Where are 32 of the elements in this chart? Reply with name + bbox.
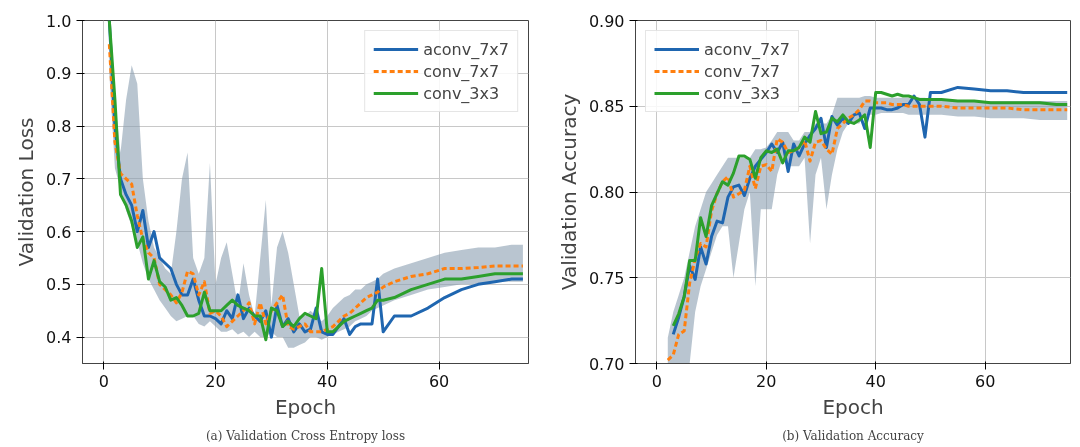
y-tick-label: 0.80 [588, 183, 625, 202]
x-tick-label: 0 [98, 371, 109, 391]
y-axis-title: Validation Accuracy [556, 93, 581, 291]
legend-label: conv_3x3 [423, 83, 500, 103]
y-tick-label: 0.5 [46, 275, 72, 295]
legend-label: conv_7x7 [704, 61, 781, 81]
y-tick-label: 0.4 [46, 328, 72, 348]
legend-label: aconv_7x7 [704, 39, 790, 59]
text: (a) Validation Cross Entropy loss [205, 428, 406, 443]
text: (b) Validation Accuracy [782, 428, 925, 443]
x-axis-title: Epoch [822, 394, 884, 419]
y-tick-label: 0.6 [46, 222, 72, 242]
x-tick-label: 40 [865, 371, 886, 391]
x-tick-label: 20 [756, 371, 777, 391]
y-tick-label: 1.0 [46, 11, 72, 31]
x-tick-label: 60 [428, 371, 450, 391]
x-tick-label: 20 [205, 371, 226, 391]
x-axis-title: Epoch [274, 394, 337, 419]
y-tick-label: 0.8 [46, 117, 72, 137]
y-axis-title: Validation Loss [14, 117, 39, 267]
y-tick-label: 0.75 [588, 268, 625, 288]
y-tick-label: 0.7 [46, 169, 72, 189]
legend-label: conv_7x7 [423, 61, 500, 81]
x-tick-label: 0 [651, 371, 662, 391]
y-tick-label: 0.85 [588, 97, 625, 117]
legend-label: aconv_7x7 [423, 39, 509, 59]
legend-label: conv_3x3 [704, 83, 781, 103]
y-tick-label: 0.9 [46, 64, 72, 84]
y-tick-label: 0.70 [588, 354, 625, 374]
x-tick-label: 40 [317, 371, 338, 391]
y-tick-label: 0.90 [588, 11, 625, 31]
x-tick-label: 60 [974, 371, 996, 391]
